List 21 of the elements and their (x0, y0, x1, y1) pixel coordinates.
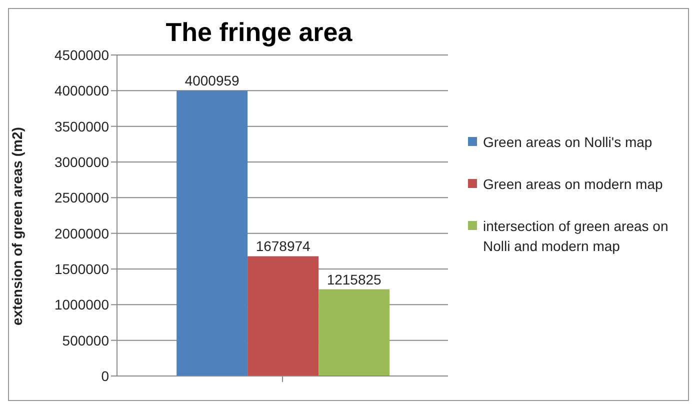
data-label: 1678974 (256, 238, 311, 254)
legend-label: Green areas on Nolli's map (483, 132, 652, 152)
bar (248, 256, 319, 376)
y-tick-label: 500000 (62, 332, 110, 348)
data-label: 4000959 (184, 72, 240, 89)
y-tick-label: 1500000 (54, 260, 110, 277)
y-tick-label: 3500000 (54, 118, 110, 134)
y-tick-label: 1000000 (54, 296, 110, 313)
y-tick-label: 0 (101, 368, 110, 384)
y-axis-title: extension of green areas (m2) (8, 127, 25, 326)
legend-label: intersection of green areas on Nolli and modern map (483, 216, 670, 256)
y-tick-label: 4000000 (54, 82, 110, 99)
chart-title: The fringe area (164, 17, 354, 48)
y-tick-label: 3000000 (54, 154, 110, 170)
bar (176, 90, 248, 376)
y-tick-label: 2000000 (54, 225, 110, 242)
y-tick-label: 4500000 (54, 46, 110, 63)
bar (318, 289, 390, 376)
data-label: 1215825 (326, 271, 382, 288)
y-tick-label: 2500000 (54, 190, 110, 206)
legend-label: Green areas on modern map (483, 174, 663, 194)
